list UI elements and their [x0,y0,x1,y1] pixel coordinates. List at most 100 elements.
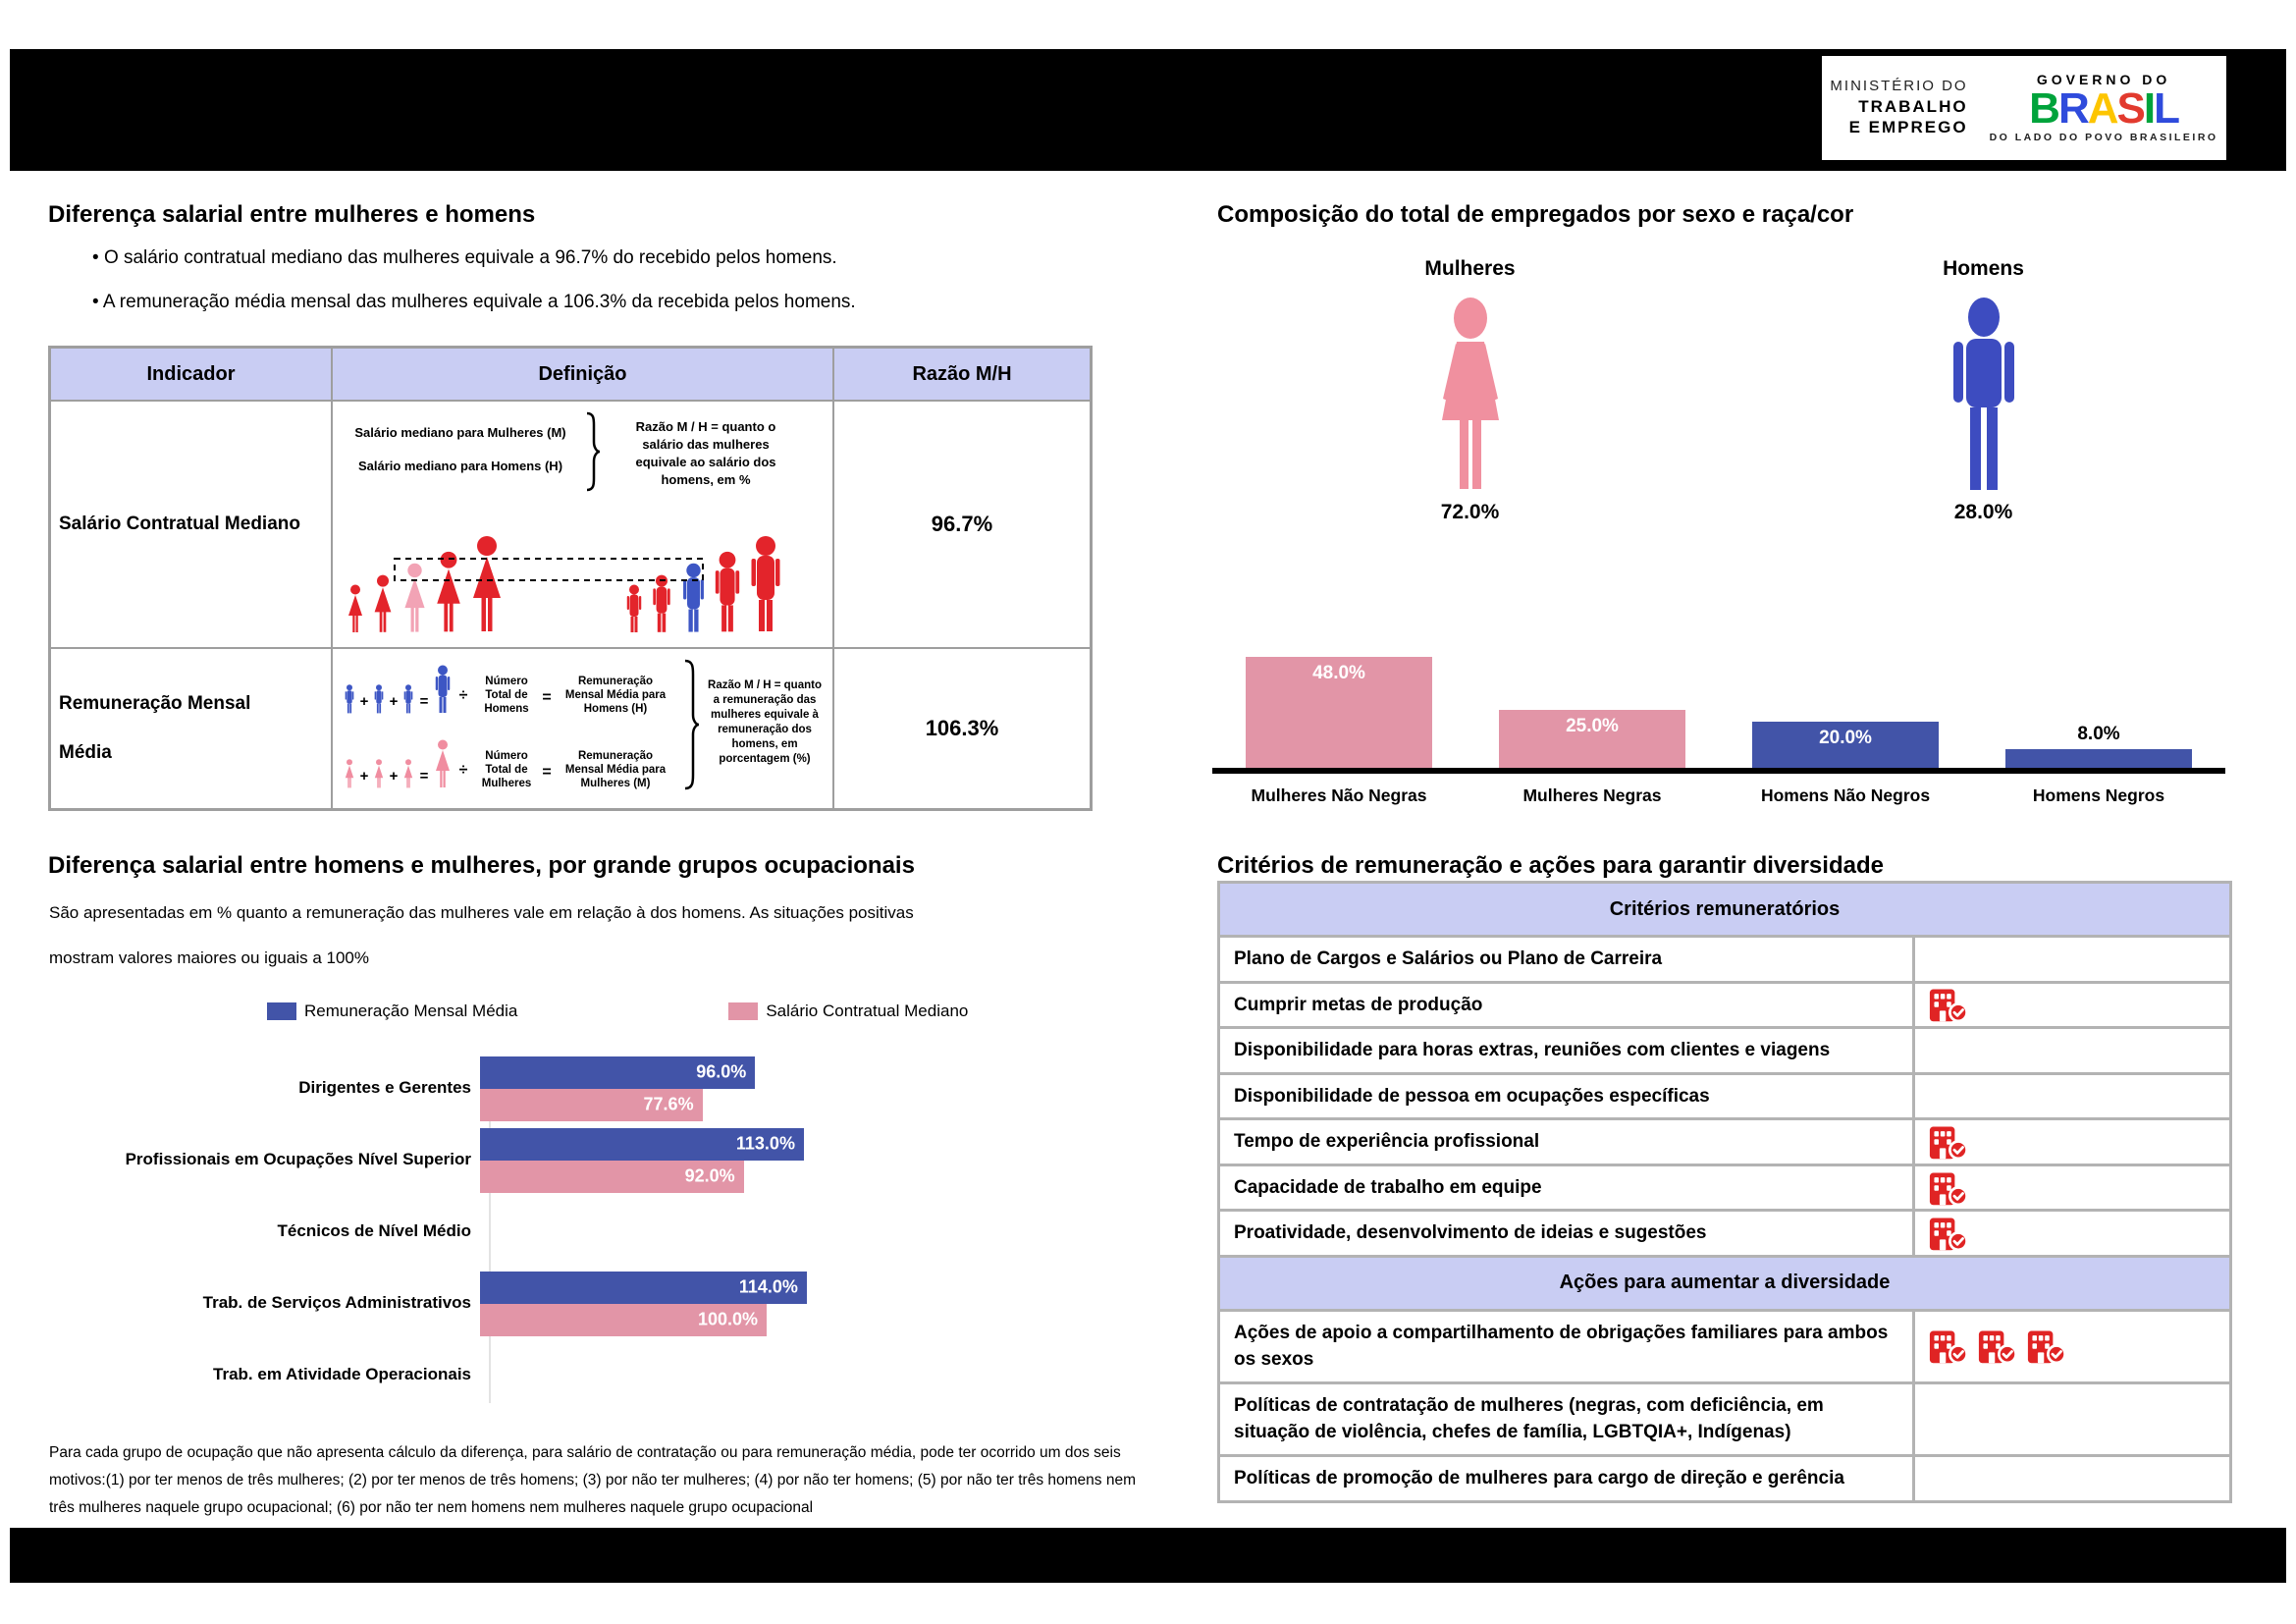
woman-figure-icon [472,536,501,631]
indicator-table: Indicador Definição Razão M/H Salário Co… [48,346,1093,811]
race-bar-column: 48.0% [1212,657,1466,768]
criteria-row: Políticas de promoção de mulheres para c… [1220,1454,2229,1500]
occupational-group-label: Profissionais em Ocupações Nível Superio… [125,1150,471,1169]
man-figure-icon [751,536,779,631]
plus-sign: + [359,768,368,785]
criteria-label-cell: Ações de apoio a compartilhamento de obr… [1220,1311,1915,1381]
brasil-letter: S [2116,84,2146,134]
plus-sign: + [389,693,398,710]
woman-figure-icon [374,574,391,632]
woman-figure-icon [436,551,460,632]
criteria-label: Disponibilidade para horas extras, reuni… [1234,1040,1831,1061]
criteria-row: Plano de Cargos e Salários ou Plano de C… [1220,935,2229,981]
media-bar: 114.0% [480,1271,807,1304]
criteria-row: Disponibilidade de pessoa em ocupações e… [1220,1071,2229,1118]
equals-sign: = [419,768,428,785]
legend-item-mediano: Salário Contratual Mediano [728,1001,968,1021]
criteria-row: Proatividade, desenvolvimento de ideias … [1220,1209,2229,1255]
race-bar-column: 25.0% [1466,710,1719,768]
race-bar: 48.0% [1246,657,1432,768]
criteria-label: Cumprir metas de produção [1234,994,1483,1015]
pink-legend-swatch [728,1002,759,1020]
occupational-group-bars: 96.0% 77.6% [480,1056,1118,1121]
indicator-name-salario-mediano: Salário Contratual Mediano [51,400,331,647]
occupational-group-row: Trab. de Serviços Administrativos 114.0% 1… [48,1268,1118,1339]
bar-value-label: 96.0% [696,1061,747,1082]
diagram-text-men-median: Salário mediano para Homens (H) [357,459,561,473]
salary-diff-bullet-2: A remuneração média mensal das mulheres … [92,292,856,313]
diagram-text-women-median: Salário mediano para Mulheres (M) [354,425,565,440]
male-group-label: Homens [1943,257,2024,280]
race-color-category-labels: Mulheres Não Negras Mulheres Negras Homens… [1212,785,2225,806]
diversity-actions-header: Ações para aumentar a diversidade [1220,1254,2229,1309]
bar-value-label: 8.0% [2077,724,2120,745]
criteria-label-cell: Políticas de contratação de mulheres (ne… [1220,1383,1915,1455]
mean-remuneration-ratio-value: 106.3% [832,647,1090,808]
race-category-label: Homens Não Negros [1760,785,1931,805]
female-percentage: 72.0% [1440,501,1500,523]
woman-median-figure-icon [403,563,425,632]
building-check-icon [1929,1218,1968,1252]
chart-legend: Remuneração Mensal Média Salário Contrat… [267,1001,968,1021]
criteria-check-cell [1915,1029,2229,1072]
diagram-text: Homens (H) [583,703,647,715]
governo-do-brasil-logo: GOVERNO DO BRASIL DO LADO DO POVO BRASIL… [1990,73,2218,142]
ministry-line-2: TRABALHO [1858,97,1968,117]
criteria-check-cell [1915,1075,2229,1118]
criteria-label-cell: Cumprir metas de produção [1220,983,1915,1027]
man-figure-icon [652,574,670,632]
governo-do-label: GOVERNO DO [2036,72,2171,88]
brasil-letter: B [2029,84,2060,134]
criteria-label: Proatividade, desenvolvimento de ideias … [1234,1222,1707,1244]
criteria-label-cell: Capacidade de trabalho em equipe [1220,1165,1915,1210]
diagram-note-line: remuneração dos [718,724,812,735]
bar-value-label: 77.6% [643,1094,694,1114]
indicator-line: Remuneração Mensal [59,693,251,714]
race-color-bar-chart: 48.0% 25.0% 20.0% 8.0% [1212,636,2225,774]
criteria-label: Plano de Cargos e Salários ou Plano de C… [1234,948,1663,969]
diagram-text: Remuneração [577,750,652,762]
bar-value-label: 48.0% [1312,663,1365,684]
brasil-letter: R [2057,84,2090,134]
equals-sign: = [419,693,428,710]
indicator-table-header-indicador: Indicador [51,349,331,400]
criteria-table: Critérios remuneratórios Plano de Cargos… [1217,881,2232,1503]
bar-value-label: 20.0% [1819,728,1872,748]
occupational-subtitle-1: São apresentadas em % quanto a remuneraç… [49,903,914,922]
criteria-label: Disponibilidade de pessoa em ocupações e… [1234,1085,1710,1107]
media-bar: 96.0% [480,1056,756,1089]
building-check-icon [1929,1330,1968,1365]
legend-label: Remuneração Mensal Média [304,1001,518,1020]
diagram-text: Mensal Média para [564,689,666,701]
diagram-note-line: homens, em [731,738,797,750]
race-bar-column: 8.0% [1972,724,2225,768]
occupational-group-label: Dirigentes e Gerentes [298,1078,471,1098]
diagram-text: Número [485,676,527,687]
divide-sign: ÷ [458,762,467,779]
woman-figure-icon [374,759,383,788]
criteria-row: Tempo de experiência profissional [1220,1117,2229,1164]
criteria-label-cell: Políticas de promoção de mulheres para c… [1220,1457,1915,1500]
building-check-icon [1929,989,1968,1023]
occupational-group-row: Profissionais em Ocupações Nível Superio… [48,1124,1118,1196]
bar-value-label: 92.0% [684,1165,735,1186]
woman-figure-icon [347,584,362,632]
occupational-group-row: Técnicos de Nível Médio [48,1196,1118,1268]
criteria-check-cell [1915,1166,2229,1210]
criteria-label-cell: Tempo de experiência profissional [1220,1120,1915,1164]
criteria-row: Capacidade de trabalho em equipe [1220,1163,2229,1210]
male-percentage: 28.0% [1953,501,2013,523]
race-category-label: Mulheres Negras [1522,785,1662,805]
composition-title: Composição do total de empregados por se… [1217,201,1854,228]
woman-icon [1421,293,1520,499]
brasil-letter: I [2143,84,2156,134]
remuneration-criteria-header: Critérios remuneratórios [1220,884,2229,935]
occupational-group-label: Técnicos de Nível Médio [277,1221,471,1241]
criteria-label-cell: Plano de Cargos e Salários ou Plano de C… [1220,938,1915,981]
diagram-note-line: Razão M / H = quanto o [635,419,775,434]
occupational-title: Diferença salarial entre homens e mulher… [48,852,915,879]
man-figure-icon [374,684,383,714]
race-bar-column: 20.0% [1719,722,1972,768]
criteria-check-cell [1915,938,2229,981]
man-icon [1940,293,2028,499]
